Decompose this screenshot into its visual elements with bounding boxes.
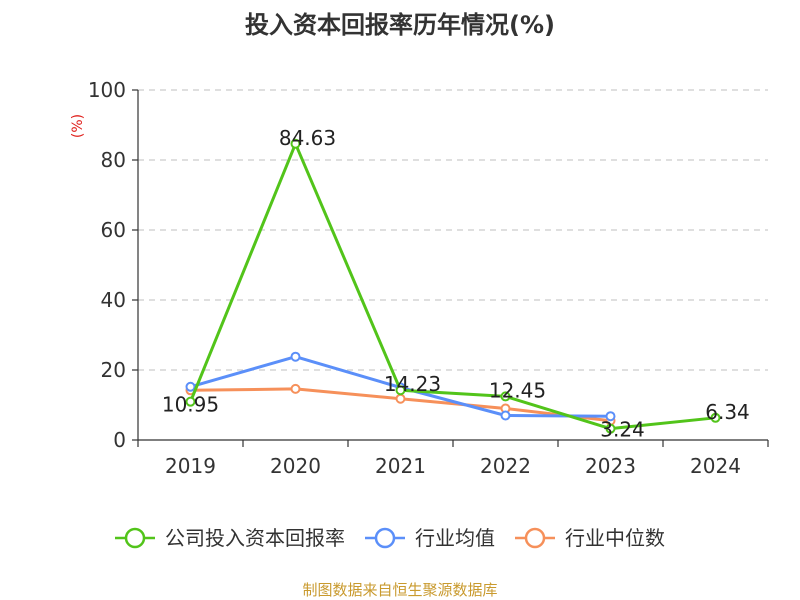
data-point bbox=[395, 385, 406, 396]
data-point bbox=[290, 351, 301, 362]
series-line bbox=[189, 142, 717, 431]
data-labels: 10.95 84.63 14.23 12.45 3.24 6.34 bbox=[162, 126, 750, 442]
data-point bbox=[290, 138, 301, 149]
legend-label: 行业均值 bbox=[415, 526, 495, 550]
data-label: 10.95 bbox=[162, 393, 219, 417]
gridlines bbox=[138, 89, 768, 371]
data-label: 14.23 bbox=[384, 372, 441, 396]
data-point bbox=[500, 410, 511, 421]
chart-title: 投入资本回报率历年情况(%) bbox=[245, 11, 555, 39]
x-tick-label: 2022 bbox=[480, 454, 531, 478]
axes: 0 20 40 60 80 100 2019 2020 2021 2022 2023 2024 bbox=[88, 78, 769, 478]
data-label: 12.45 bbox=[489, 378, 546, 402]
y-tick-label: 60 bbox=[101, 218, 126, 242]
data-label: 6.34 bbox=[705, 400, 750, 424]
y-tick-label: 0 bbox=[113, 428, 126, 452]
data-label: 84.63 bbox=[279, 126, 336, 150]
data-point bbox=[500, 391, 511, 402]
x-tick-label: 2024 bbox=[690, 454, 741, 478]
y-tick-label: 80 bbox=[101, 148, 126, 172]
data-point bbox=[710, 412, 721, 423]
data-point bbox=[185, 396, 196, 407]
data-source-note: 制图数据来自恒生聚源数据库 bbox=[302, 581, 497, 599]
y-tick-label: 100 bbox=[88, 78, 126, 102]
legend-marker bbox=[524, 527, 546, 549]
data-label: 3.24 bbox=[600, 418, 645, 442]
x-tick-label: 2023 bbox=[585, 454, 636, 478]
data-point bbox=[290, 383, 301, 394]
legend-label: 行业中位数 bbox=[565, 526, 665, 550]
series-lines bbox=[185, 138, 721, 434]
legend: 公司投入资本回报率 行业均值 行业中位数 bbox=[115, 526, 665, 550]
legend-marker bbox=[374, 527, 396, 549]
x-tick-label: 2020 bbox=[270, 454, 321, 478]
data-point bbox=[605, 411, 616, 422]
data-point bbox=[605, 423, 616, 434]
legend-marker bbox=[124, 527, 146, 549]
legend-label: 公司投入资本回报率 bbox=[165, 526, 345, 550]
x-tick-label: 2021 bbox=[375, 454, 426, 478]
y-tick-label: 40 bbox=[101, 288, 126, 312]
y-tick-label: 20 bbox=[101, 358, 126, 382]
data-point bbox=[185, 381, 196, 392]
y-axis-unit-label: (%) bbox=[70, 114, 86, 138]
x-tick-label: 2019 bbox=[165, 454, 216, 478]
